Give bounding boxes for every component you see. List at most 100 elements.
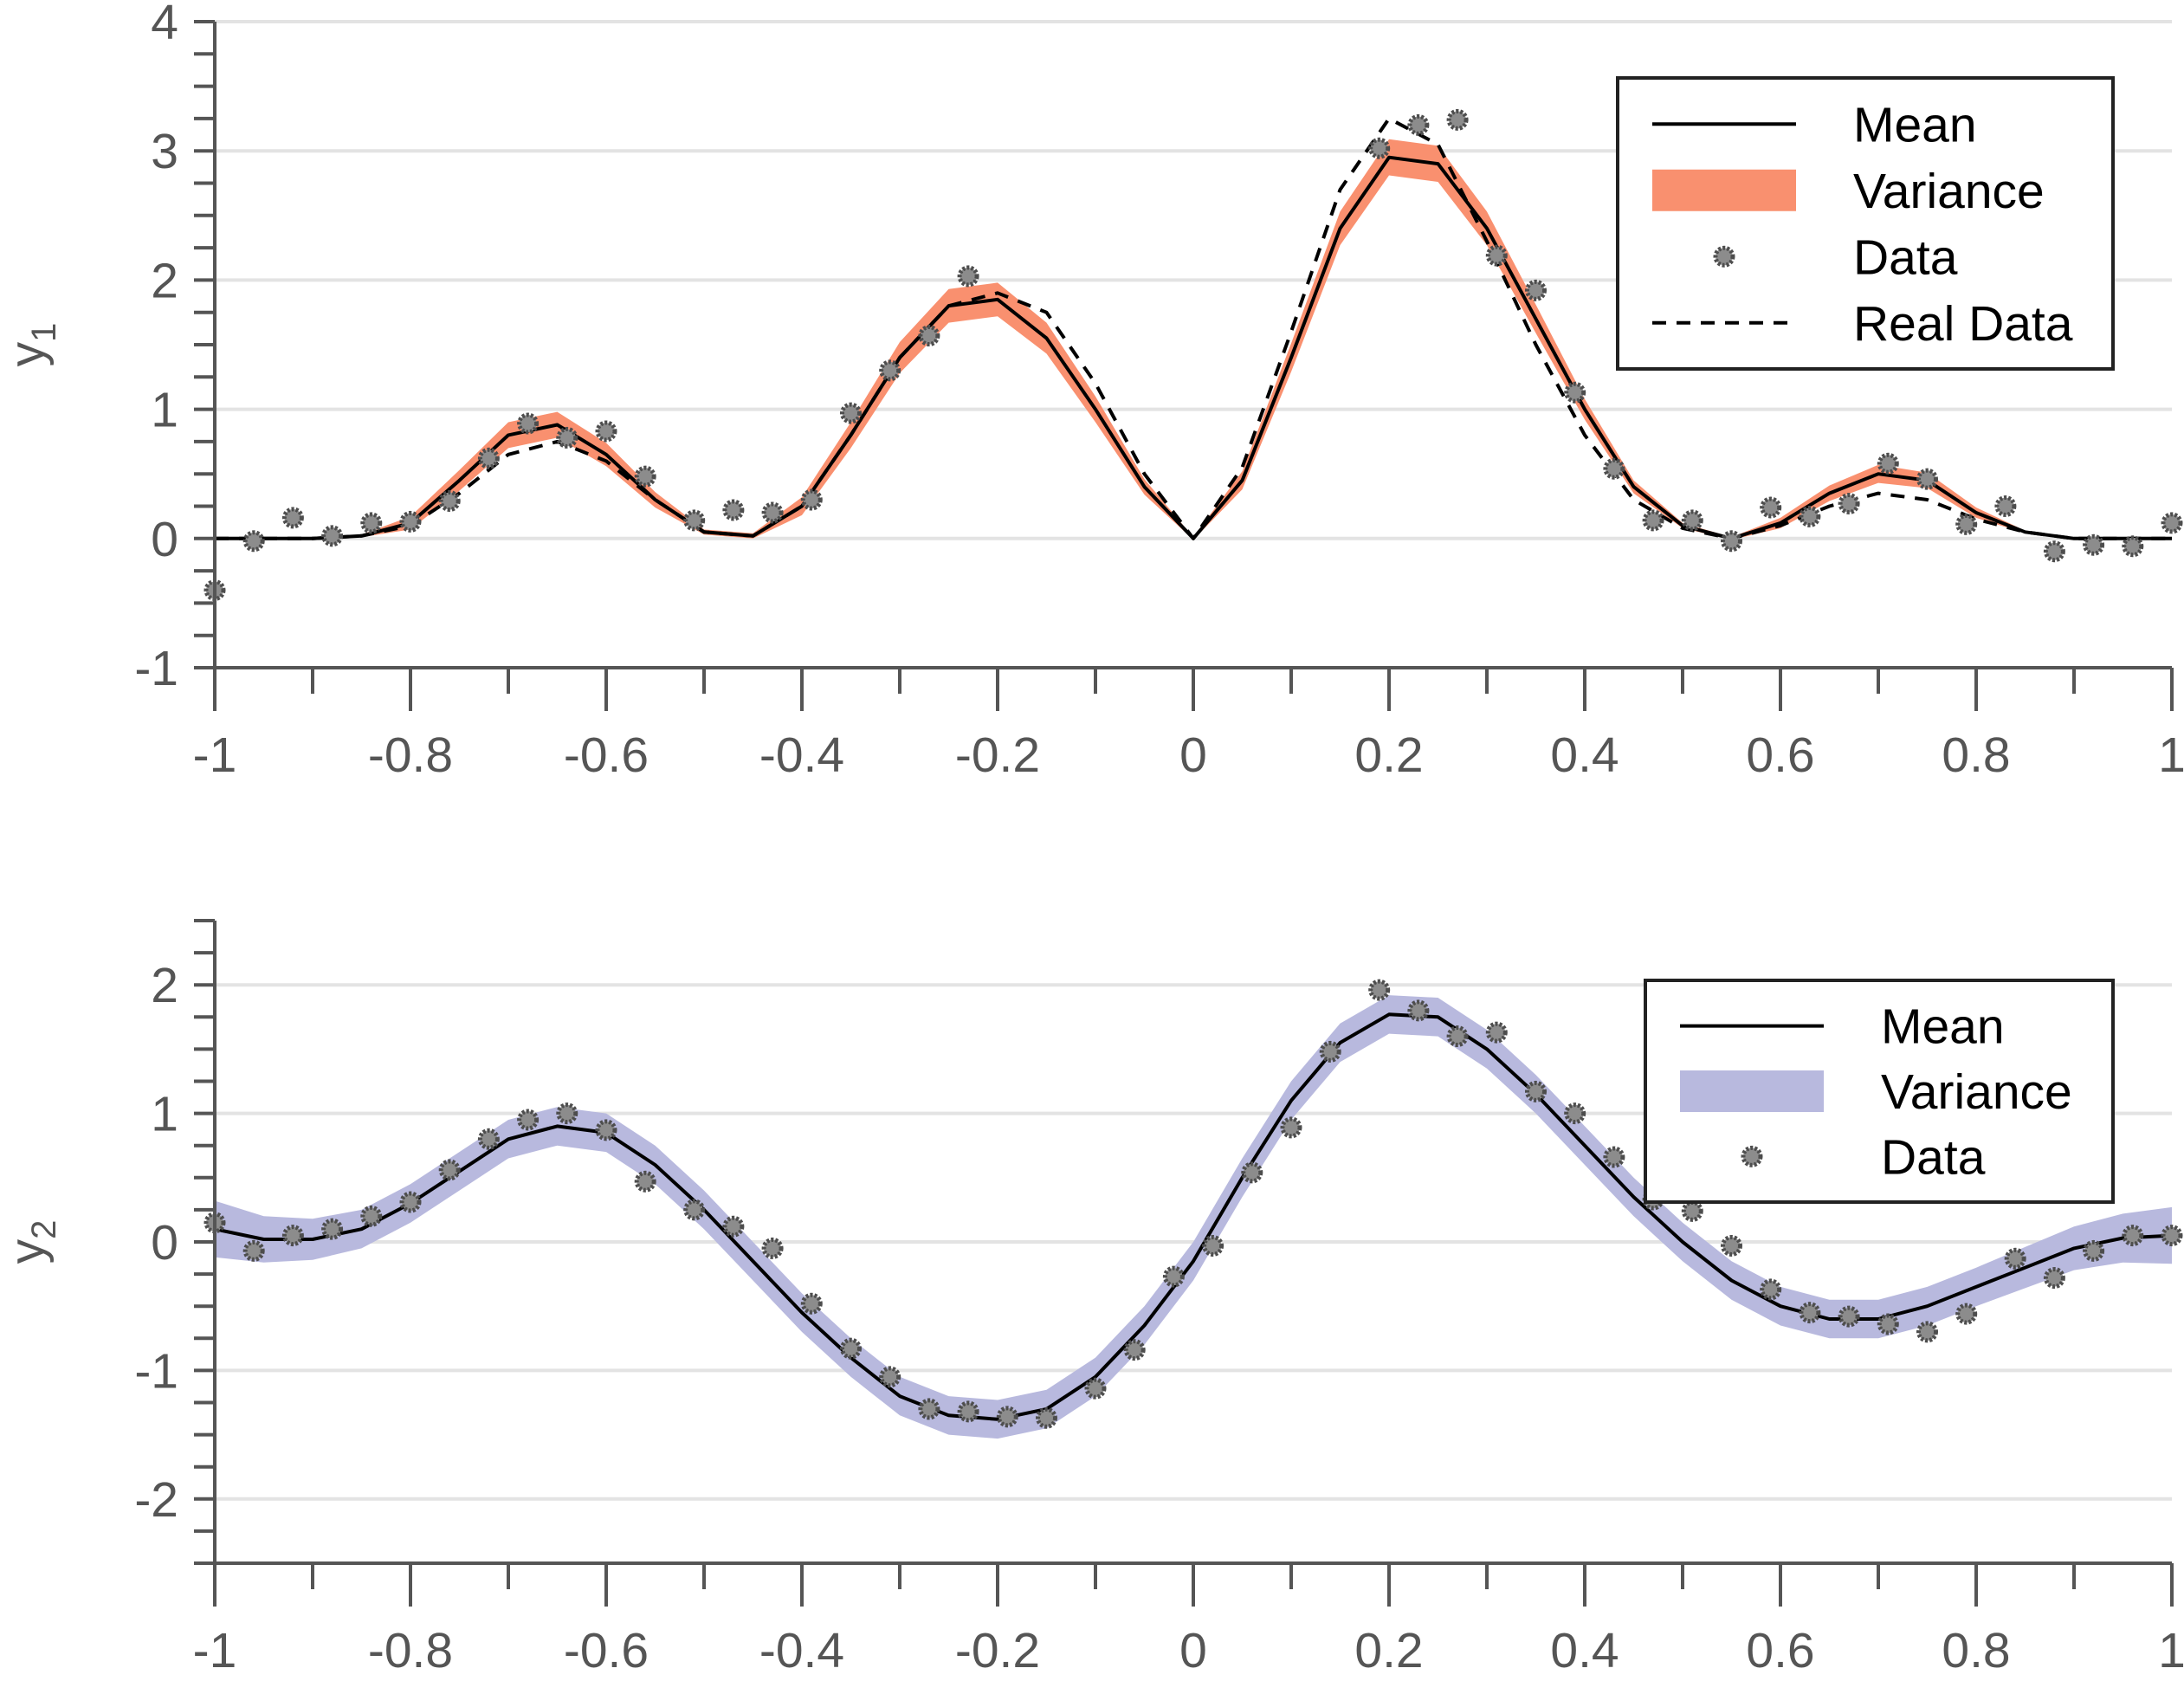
legend: Mean Variance Data Real Data [1616,76,2115,371]
y-axis-label-main: y [0,1238,55,1264]
data-point [2043,1267,2065,1290]
legend-label: Real Data [1853,296,2073,352]
data-point [683,1199,706,1221]
data-point [1241,1161,1263,1184]
data-point [1368,979,1391,1001]
y-axis-label-subscript: 1 [25,323,63,342]
x-tick-label: -0.6 [564,1623,649,1678]
data-point [321,1218,344,1240]
y-tick-label: 0 [151,512,178,567]
data-point [683,509,706,532]
data-point [634,1170,656,1193]
legend-label: Variance [1881,1064,2072,1120]
x-tick-label: -0.2 [955,727,1040,783]
data-point [281,1225,304,1247]
data-point [1407,113,1430,136]
x-tick-label: 1 [2158,727,2184,783]
data-point [438,490,461,513]
legend-label: Variance [1853,164,2045,219]
x-tick-label: -0.2 [955,1623,1040,1678]
data-point [1877,1313,1899,1335]
y-axis-label: y1 [0,323,63,367]
data-point [1485,1021,1508,1044]
data-point [761,1237,784,1259]
y-tick-label: 4 [151,0,178,50]
data-point [800,1292,823,1315]
data-point [399,1191,422,1213]
data-point [1838,1305,1860,1328]
data-point [1721,530,1742,553]
data-point [1280,1116,1302,1139]
data-point [556,1102,578,1125]
data-point [321,525,344,547]
data-point [879,359,901,382]
data-point [1603,1146,1625,1168]
data-point [1525,1080,1547,1102]
data-point [918,1398,940,1420]
x-tick-label: 0.2 [1354,727,1423,783]
data-point [2043,540,2065,563]
y-tick-label: -1 [134,641,178,696]
y-tick-label: 1 [151,383,178,438]
data-point [1721,1234,1742,1257]
legend-label: Data [1881,1129,1986,1185]
x-tick-label: -0.4 [759,727,844,783]
data-point [281,507,304,529]
x-tick-label: -1 [193,727,237,783]
x-tick-label: 0.2 [1354,1623,1423,1678]
x-tick-label: -0.8 [368,727,453,783]
data-point [438,1159,461,1181]
x-tick-label: 0.4 [1550,1623,1619,1678]
y-axis-label-subscript: 2 [25,1220,63,1239]
data-point [1564,381,1586,404]
data-point [2161,512,2183,534]
x-tick-label: 0 [1179,727,1207,783]
data-point [840,1337,862,1360]
data-point [1681,509,1703,532]
chart-panel-2: -2 -1 0 1 2 -1 -0.8 -0.6 -0.4 -0.2 0 0.2 0.4 0.6 0.8 1 y… [0,919,2184,1678]
data-point [1162,1265,1185,1288]
data-point [1642,509,1664,532]
data-point [1564,1102,1586,1125]
x-tick-label: -0.8 [368,1623,453,1678]
data-point [242,530,265,553]
data-point [1760,496,1782,519]
data-point [477,1128,500,1150]
data-point [1036,1406,1057,1429]
data-point [1084,1377,1107,1400]
data-point [399,510,422,533]
data-point [1955,513,1978,535]
data-point [1319,1040,1341,1063]
data-point [1994,495,2017,517]
data-point [918,325,940,347]
legend-swatch-data [1741,1145,1763,1167]
legend-label: Data [1853,230,1958,285]
data-point [1838,493,1860,515]
x-tick-label: -0.4 [759,1623,844,1678]
y-tick-label: -2 [134,1472,178,1528]
x-tick-label: 0.8 [1942,727,2010,783]
data-point [2083,533,2105,556]
legend-swatch-variance [1680,1070,1824,1112]
x-tick-label: 0 [1179,1623,1207,1678]
data-point [1799,1302,1821,1324]
legend-label: Mean [1853,97,1977,152]
legend-label: Mean [1881,999,2005,1055]
x-tick-label: 0.6 [1746,727,1814,783]
data-point [1202,1234,1224,1257]
y-axis-label-main: y [0,341,55,366]
data-point [595,420,617,443]
data-point [879,1366,901,1388]
data-point [957,1400,979,1423]
legend: Mean Variance Data [1644,979,2115,1204]
data-point [2004,1247,2026,1270]
data-point [360,1205,383,1227]
y-tick-label: 1 [151,1087,178,1142]
y-tick-label: 3 [151,124,178,179]
data-point [800,488,823,511]
data-point [1485,244,1508,267]
y-tick-label: -1 [134,1343,178,1399]
data-point [1877,452,1899,475]
